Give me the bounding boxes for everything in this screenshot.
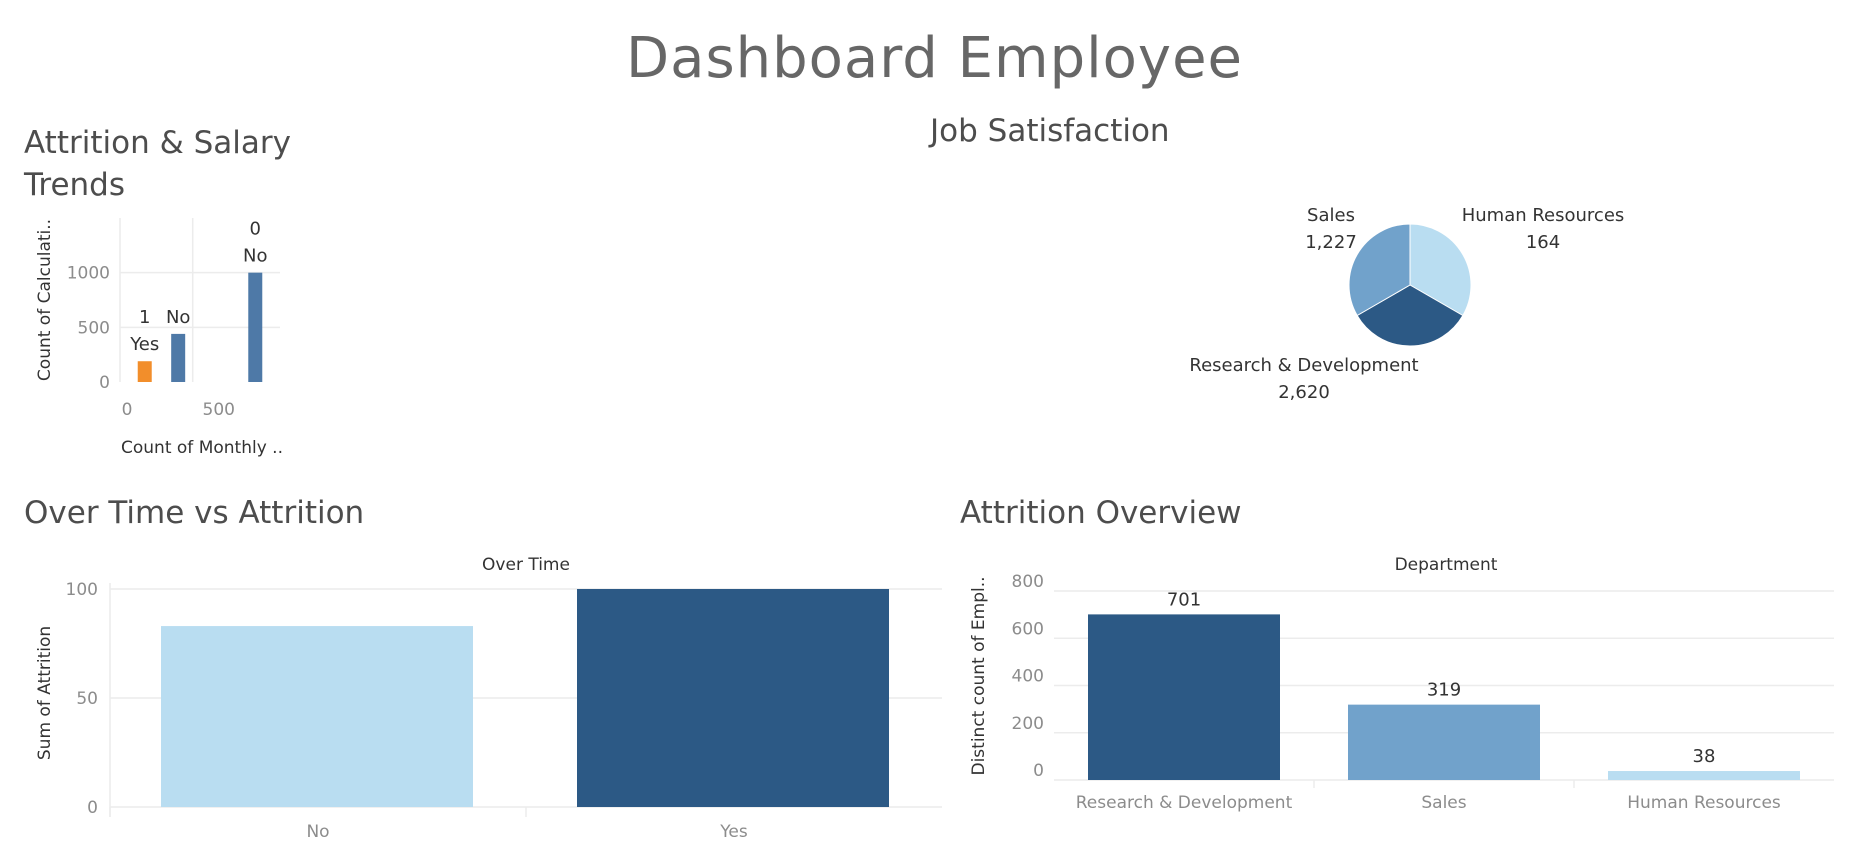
- bar: [171, 333, 186, 382]
- x-tick-label: Sales: [1421, 793, 1466, 813]
- x-tick-label: 0: [122, 400, 133, 420]
- slice-label: Human Resources: [1462, 205, 1625, 226]
- x-tick-label: Yes: [719, 822, 748, 842]
- bar-label-count: 0: [250, 219, 261, 240]
- x-axis-label: Count of Monthly ..: [121, 438, 283, 458]
- y-tick-label: 600: [1012, 619, 1044, 639]
- y-tick-label: 400: [1012, 667, 1044, 687]
- bar: [1088, 614, 1280, 780]
- bar: [248, 272, 263, 382]
- job-satisfaction-title: Job Satisfaction: [930, 113, 1170, 149]
- y-tick-label: 800: [1012, 572, 1044, 592]
- bar: [1608, 771, 1800, 780]
- bar: [577, 589, 889, 807]
- dashboard-title: Dashboard Employee: [626, 26, 1243, 91]
- x-tick-label: No: [306, 822, 329, 842]
- bar-data-label: 319: [1427, 680, 1461, 701]
- bar-label: No: [166, 307, 190, 328]
- slice-value: 164: [1526, 232, 1560, 253]
- y-axis-label: Sum of Attrition: [35, 626, 55, 760]
- y-tick-label: 200: [1012, 714, 1044, 734]
- x-tick-label: 500: [203, 400, 235, 420]
- overtime-attrition-title: Over Time vs Attrition: [24, 495, 365, 531]
- chart-header: Department: [1395, 555, 1498, 575]
- bar-label: No: [243, 246, 267, 267]
- y-tick-label: 0: [87, 798, 98, 818]
- chart-header: Over Time: [482, 555, 570, 575]
- bar-data-label: 38: [1693, 746, 1716, 767]
- attrition-overview-title: Attrition Overview: [960, 495, 1242, 531]
- bar: [161, 626, 473, 807]
- attrition-salary-title: Attrition & Salary Trends: [24, 125, 291, 203]
- slice-label: Research & Development: [1189, 355, 1418, 376]
- bar-label-count: 1: [139, 307, 150, 328]
- slice-value: 2,620: [1278, 382, 1330, 403]
- slice-label: Sales: [1307, 205, 1355, 226]
- pie-slice: [1409, 223, 1472, 317]
- y-axis-label: Count of Calculati..: [35, 219, 55, 381]
- bar: [137, 361, 152, 382]
- bar-data-label: 701: [1167, 589, 1201, 610]
- y-tick-label: 1000: [67, 264, 110, 284]
- y-tick-label: 500: [78, 318, 110, 338]
- pie-slice: [1348, 223, 1411, 317]
- y-tick-label: 0: [1033, 761, 1044, 781]
- y-tick-label: 50: [76, 689, 98, 709]
- bar-label: Yes: [129, 334, 159, 355]
- y-tick-label: 100: [66, 580, 98, 600]
- slice-value: 1,227: [1305, 232, 1357, 253]
- x-tick-label: Human Resources: [1627, 793, 1781, 813]
- x-tick-label: Research & Development: [1076, 793, 1293, 813]
- y-tick-label: 0: [99, 373, 110, 393]
- y-axis-label: Distinct count of Empl..: [969, 576, 989, 775]
- bar: [1348, 704, 1540, 780]
